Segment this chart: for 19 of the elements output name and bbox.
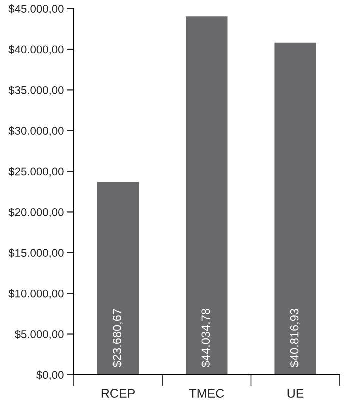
y-tick-label: $0,00 — [36, 370, 64, 380]
x-tick-label: RCEP — [102, 389, 135, 398]
y-tick-label: $20.000,00 — [8, 208, 64, 218]
data-label: $40.816,93 — [290, 309, 300, 368]
y-tick-label: $15.000,00 — [8, 248, 64, 258]
y-tick-label: $40.000,00 — [8, 45, 64, 55]
y-tick-label: $35.000,00 — [8, 86, 64, 96]
y-tick-label: $5.000,00 — [14, 330, 64, 340]
x-tick-label: UE — [288, 389, 304, 398]
y-tick-label: $10.000,00 — [8, 289, 64, 300]
bar — [186, 16, 228, 375]
bar — [97, 182, 140, 375]
bar — [274, 42, 316, 375]
data-label: $23.680,67 — [112, 309, 123, 368]
y-tick-label: $45.000,00 — [8, 4, 64, 14]
data-label: $44.034,78 — [201, 309, 212, 368]
x-tick-label: TMEC — [189, 389, 224, 398]
y-tick-label: $30.000,00 — [8, 126, 64, 136]
y-tick-label: $25.000,00 — [8, 167, 64, 177]
